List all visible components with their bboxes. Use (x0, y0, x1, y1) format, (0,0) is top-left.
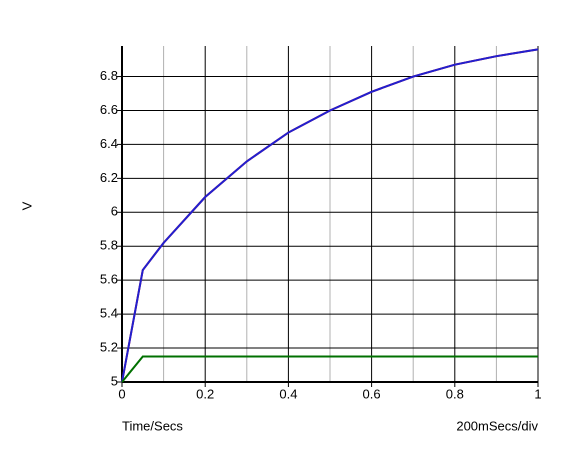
y-tick-label: 5.4 (100, 306, 118, 321)
series-line (121, 48, 539, 383)
y-tick-label: 5.2 (100, 339, 118, 354)
x-tick-label: 0.4 (279, 386, 297, 401)
x-tick-label: 1 (534, 386, 541, 401)
y-tick-label: 5.6 (100, 272, 118, 287)
y-tick-label: 5 (111, 373, 118, 388)
y-tick-label: 6 (111, 204, 118, 219)
x-scale-label: 200mSecs/div (456, 418, 538, 433)
y-tick-label: 6.8 (100, 68, 118, 83)
y-tick-label: 5.8 (100, 238, 118, 253)
y-tick-label: 6.2 (100, 170, 118, 185)
x-tick-label: 0.8 (446, 386, 464, 401)
x-tick-label: 0.2 (196, 386, 214, 401)
series-line (121, 355, 538, 383)
x-tick-label: 0 (118, 386, 125, 401)
y-tick-label: 6.6 (100, 102, 118, 117)
y-axis-label: V (19, 201, 34, 210)
x-axis-label: Time/Secs (122, 418, 183, 433)
x-tick-label: 0.6 (363, 386, 381, 401)
y-tick-label: 6.4 (100, 136, 118, 151)
